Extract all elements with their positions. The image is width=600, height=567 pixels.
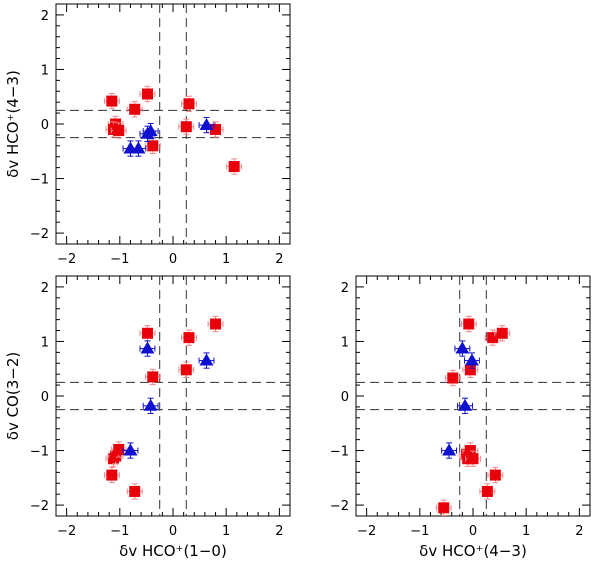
data-point-triangle xyxy=(140,341,155,354)
data-point-square xyxy=(106,95,118,107)
y-tick-label: 1 xyxy=(341,335,349,350)
data-point-square xyxy=(496,327,508,339)
panel-bottom-right: −2 −1 0 1 2 −2 −1 0 1 2 δv HCO⁺(4−3) xyxy=(330,275,591,560)
data-point-triangle xyxy=(455,341,470,354)
data-point-triangle xyxy=(143,398,158,411)
x-tick-label: −1 xyxy=(110,252,129,267)
data-point-square xyxy=(141,88,153,100)
x-tick-label: 2 xyxy=(275,524,283,539)
y-tick-label: 0 xyxy=(41,390,49,405)
data-point-triangle xyxy=(199,353,214,366)
x-tick-label: 2 xyxy=(575,524,583,539)
y-tick-label: 0 xyxy=(341,390,349,405)
y-axis-title: δv HCO⁺(4−3) xyxy=(4,70,22,178)
panel-top-left: −2 −1 0 1 2 −2 −1 0 1 2 δv HCO⁺(4−3) xyxy=(4,3,291,267)
plot-frame xyxy=(55,3,291,245)
data-point-square xyxy=(147,371,159,383)
data-point-square xyxy=(106,469,118,481)
y-tick-label: −2 xyxy=(330,499,349,514)
data-point-square xyxy=(467,453,479,465)
data-point-square xyxy=(487,332,499,344)
plot-frame xyxy=(55,275,291,517)
data-point-square xyxy=(447,372,459,384)
data-point-triangle xyxy=(199,118,214,130)
y-tick-label: −2 xyxy=(30,227,49,242)
data-point-square xyxy=(481,485,493,497)
data-point-triangle xyxy=(464,353,479,366)
x-tick-label: 0 xyxy=(169,524,177,539)
y-tick-label: −1 xyxy=(330,445,349,460)
data-point-square xyxy=(489,469,501,481)
y-tick-label: 2 xyxy=(41,9,49,24)
plot-frame xyxy=(355,275,591,517)
data-point-square xyxy=(183,98,195,110)
data-point-square xyxy=(463,318,475,330)
x-tick-label: −1 xyxy=(110,524,129,539)
data-point-square xyxy=(180,121,192,133)
data-point-square xyxy=(129,485,141,497)
y-tick-label: −1 xyxy=(30,445,49,460)
data-point-square xyxy=(438,502,450,514)
data-point-square xyxy=(228,161,240,173)
data-point-square xyxy=(183,332,195,344)
x-axis-title: δv HCO⁺(1−0) xyxy=(119,542,227,560)
y-tick-label: −1 xyxy=(30,173,49,188)
x-tick-label: −2 xyxy=(57,524,76,539)
data-point-square xyxy=(113,125,125,137)
x-tick-label: 1 xyxy=(222,524,230,539)
y-tick-label: −2 xyxy=(30,499,49,514)
x-tick-label: 1 xyxy=(222,252,230,267)
data-point-triangle xyxy=(143,124,158,136)
data-point-triangle xyxy=(123,443,138,456)
data-point-square xyxy=(210,123,222,135)
panel-bottom-left: −2 −1 0 1 2 −2 −1 0 1 2 δv HCO⁺(1−0) δv CO(3−2) xyxy=(4,275,291,560)
data-point-square xyxy=(129,103,141,115)
data-point-square xyxy=(210,318,222,330)
y-tick-label: 2 xyxy=(341,281,349,296)
x-tick-label: 1 xyxy=(522,524,530,539)
x-tick-label: 0 xyxy=(469,524,477,539)
x-tick-label: −2 xyxy=(357,524,376,539)
x-tick-label: 2 xyxy=(275,252,283,267)
data-point-square xyxy=(113,443,125,455)
data-point-triangle xyxy=(442,443,457,456)
x-tick-label: −1 xyxy=(410,524,429,539)
data-point-triangle xyxy=(131,141,146,154)
x-tick-label: 0 xyxy=(169,252,177,267)
y-tick-label: 1 xyxy=(41,335,49,350)
data-point-square xyxy=(464,445,476,457)
y-axis-title: δv CO(3−2) xyxy=(4,352,22,440)
data-point-square xyxy=(141,327,153,339)
y-tick-label: 1 xyxy=(41,63,49,78)
data-point-square xyxy=(464,364,476,376)
y-tick-label: 0 xyxy=(41,118,49,133)
data-point-square xyxy=(110,450,122,462)
data-point-square xyxy=(180,364,192,376)
data-point-square xyxy=(147,140,159,152)
data-point-triangle xyxy=(458,398,473,411)
x-tick-label: −2 xyxy=(57,252,76,267)
x-axis-title: δv HCO⁺(4−3) xyxy=(419,542,527,560)
y-tick-label: 2 xyxy=(41,281,49,296)
